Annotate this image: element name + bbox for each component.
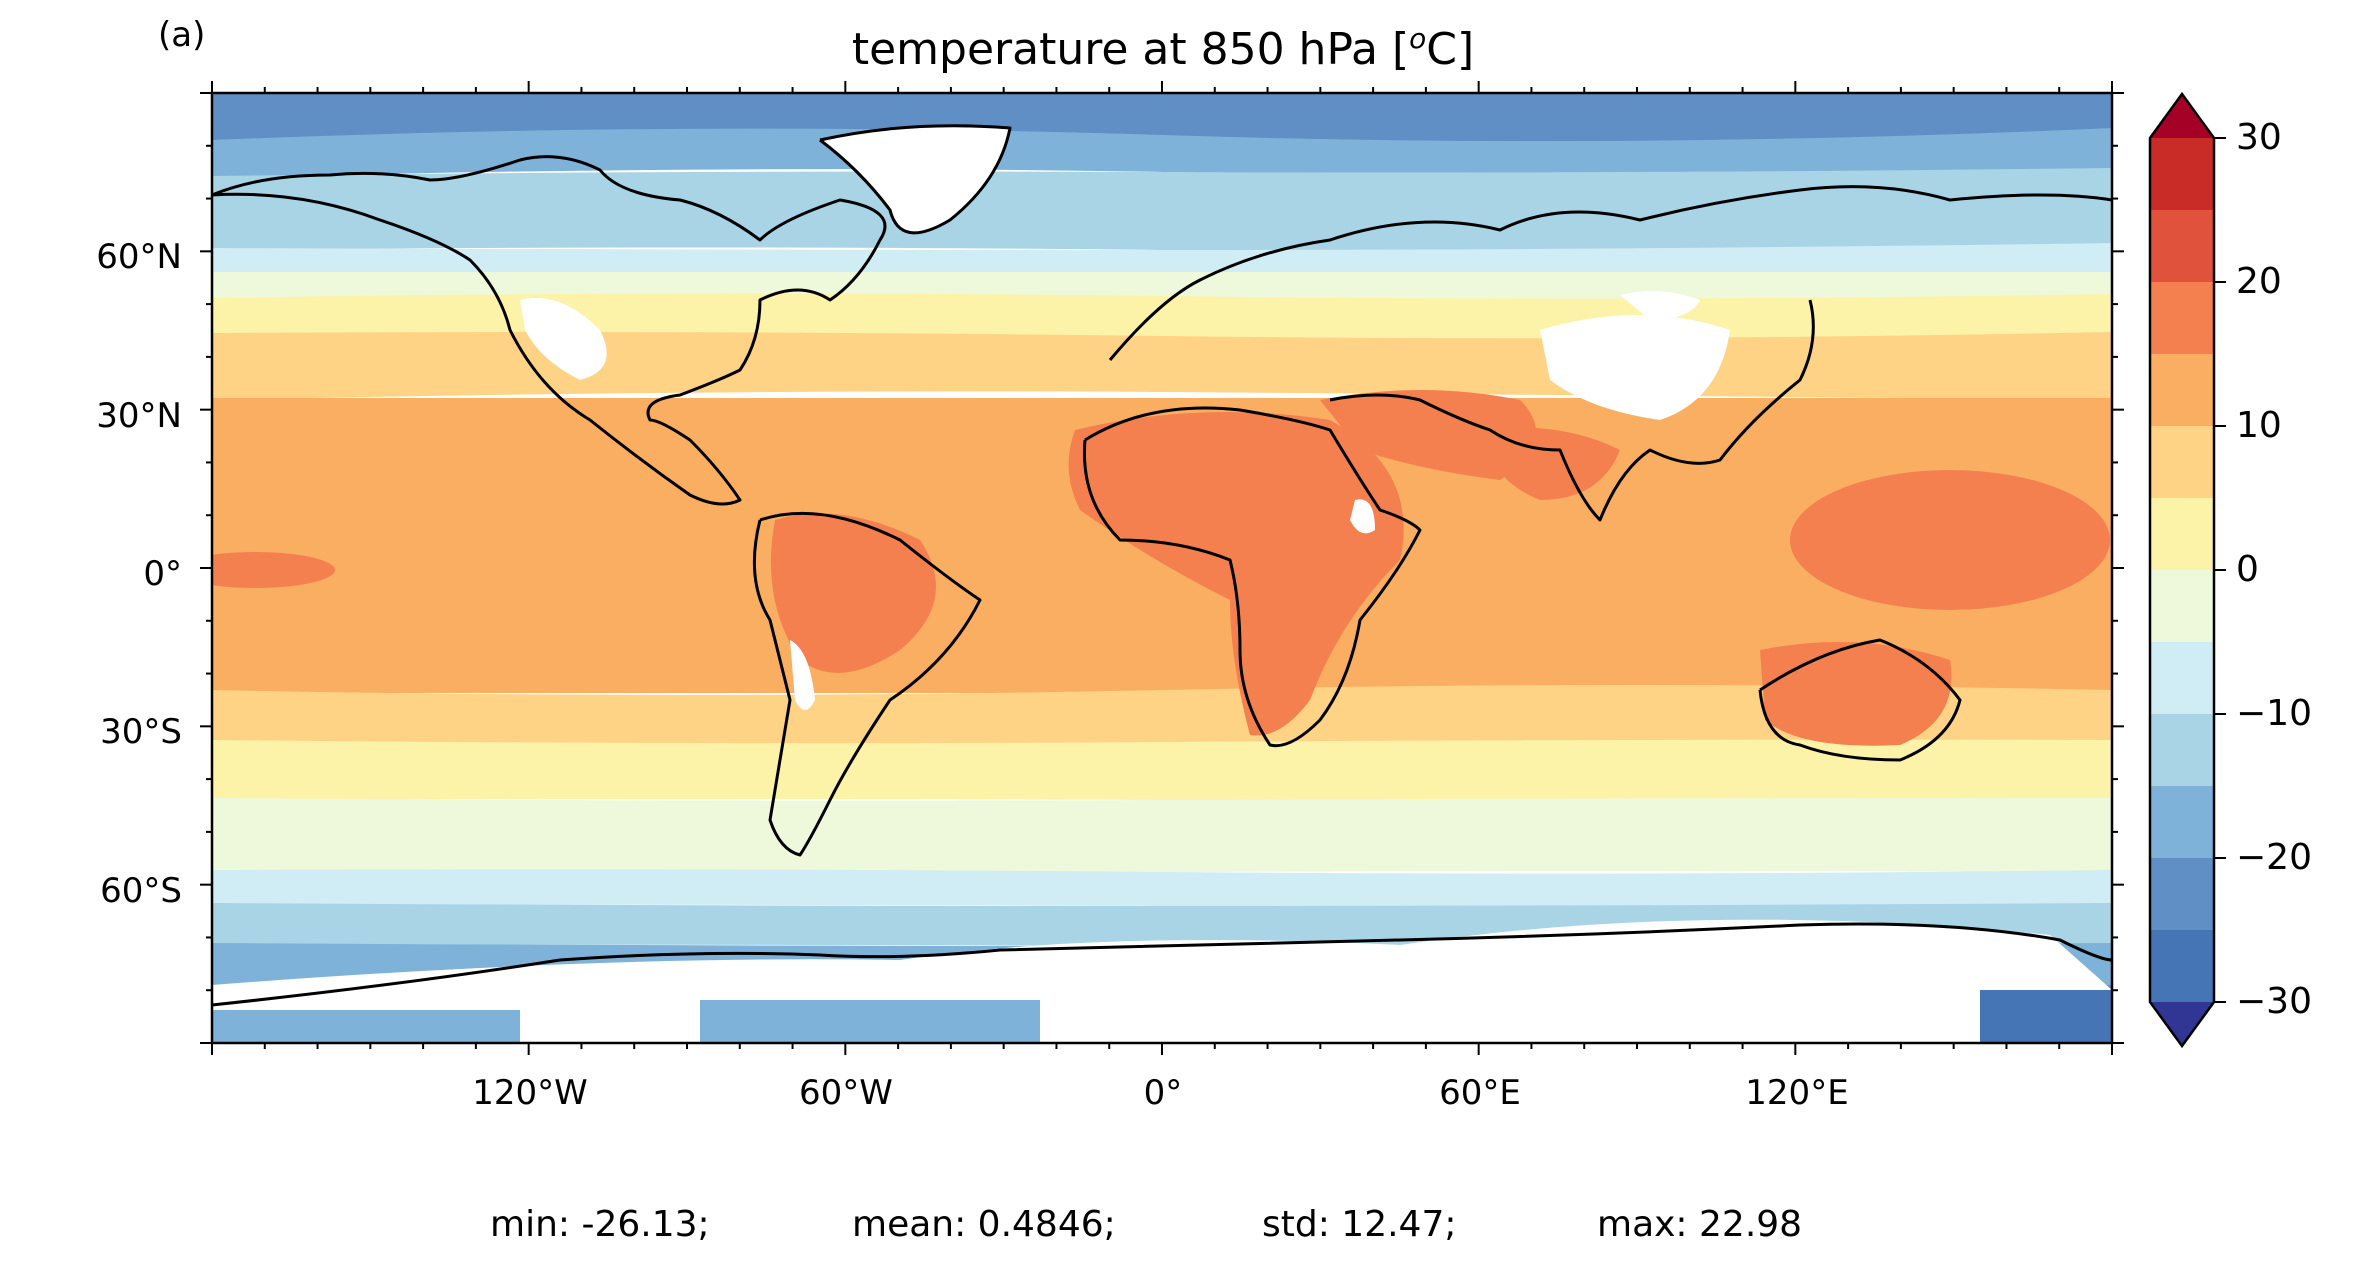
warm-patch-arabia <box>1320 390 1536 480</box>
coast-australia <box>1758 638 1962 762</box>
colorbar-tick-label: 0 <box>2236 549 2259 590</box>
lon-tick-label: 0° <box>1144 1073 1183 1113</box>
warm-patch-south-america <box>770 513 936 673</box>
warm-patch-warm-pool <box>1790 470 2110 610</box>
band-north-cold <box>212 128 2112 178</box>
warm-patch-australia <box>1760 642 1952 746</box>
lat-tick-label: 30°N <box>96 396 182 436</box>
band-south-warm <box>212 739 2112 801</box>
antarctic-edge-west <box>212 1010 520 1043</box>
colorbar-extend-under <box>2150 1002 2214 1046</box>
lat-ticks: 60°N 30°N 0° 30°S 60°S <box>96 237 182 911</box>
missing-andes <box>790 640 815 710</box>
warm-patch-pacific <box>212 552 335 588</box>
colorbar-segment <box>2150 282 2214 354</box>
colorbar-tick-label: −30 <box>2236 981 2312 1022</box>
map-panel <box>212 93 2112 1043</box>
band-south-mild <box>212 869 2112 907</box>
coast-eurasia-north <box>1108 185 2112 361</box>
missing-tibet <box>1540 315 1730 420</box>
antarctic-edge-weddell <box>700 1000 1040 1043</box>
warm-patch-india <box>1480 427 1620 500</box>
coast-greenland <box>819 124 1012 235</box>
band-north-warm <box>212 293 2112 339</box>
missing-rockies <box>520 298 607 380</box>
stats-line: min: -26.13; mean: 0.4846; std: 12.47; m… <box>490 1204 1802 1245</box>
lon-tick-label: 120°E <box>1745 1073 1848 1113</box>
coast-antarctica <box>212 922 2112 1007</box>
lon-ticks: 120°W 60°W 0° 60°E 120°E <box>472 1073 1848 1113</box>
lon-tick-label: 60°W <box>799 1073 893 1113</box>
lon-tick-label: 120°W <box>472 1073 588 1113</box>
colorbar-tick-labels: 30 20 10 0 −10 −20 −30 <box>2236 117 2312 1022</box>
colorbar-segment <box>2150 354 2214 426</box>
colorbar-tick-label: −10 <box>2236 693 2312 734</box>
colorbar-extend-over <box>2150 94 2214 138</box>
colorbar-segment <box>2150 642 2214 714</box>
coast-south-asia <box>1329 299 1815 522</box>
colorbar-segment <box>2150 426 2214 498</box>
colorbar-segment <box>2150 210 2214 282</box>
warm-patch-africa <box>1068 412 1404 736</box>
band-south-warmer <box>212 685 2112 748</box>
lat-tick-label: 60°S <box>100 871 182 911</box>
colorbar-segment <box>2150 858 2214 930</box>
colorbar-segment <box>2150 930 2214 1002</box>
colorbar-segment <box>2150 498 2214 570</box>
colorbar-tick-label: 30 <box>2236 117 2282 158</box>
coast-south-america <box>752 511 982 857</box>
missing-ethiopia <box>1350 499 1375 534</box>
stat-mean: mean: 0.4846; <box>852 1204 1116 1245</box>
missing-greenland <box>820 125 1010 233</box>
lat-tick-label: 60°N <box>96 237 182 277</box>
colorbar-segment <box>2150 570 2214 642</box>
stat-min: min: -26.13; <box>490 1204 710 1245</box>
colorbar-segment <box>2150 714 2214 786</box>
band-south-neutral <box>212 798 2112 873</box>
band-north-mild <box>212 243 2112 279</box>
lat-tick-label: 0° <box>143 554 182 594</box>
stat-std: std: 12.47; <box>1262 1204 1456 1245</box>
colorbar-tick-label: 20 <box>2236 261 2282 302</box>
tick-marks <box>200 81 2124 1055</box>
coastlines <box>212 124 2112 1007</box>
colorbar-segment <box>2150 786 2214 858</box>
colorbar-tick-label: 10 <box>2236 405 2282 446</box>
missing-antarctica <box>212 919 2112 1043</box>
band-north-warmer <box>212 332 2112 400</box>
coast-north-america <box>212 155 887 506</box>
colorbar-segment <box>2150 138 2214 210</box>
missing-mongolia <box>1620 291 1700 320</box>
coast-africa <box>1082 406 1422 748</box>
lon-tick-label: 60°E <box>1439 1073 1521 1113</box>
lat-tick-label: 30°S <box>100 712 182 752</box>
stat-max: max: 22.98 <box>1597 1204 1802 1245</box>
panel-label: (a) <box>158 15 205 55</box>
colorbar <box>2148 91 2226 1049</box>
colorbar-tick-label: −20 <box>2236 837 2312 878</box>
antarctic-edge-east <box>1980 990 2112 1043</box>
map-title: temperature at 850 hPa [oC] <box>852 22 1474 75</box>
band-north-cool <box>212 168 2112 252</box>
